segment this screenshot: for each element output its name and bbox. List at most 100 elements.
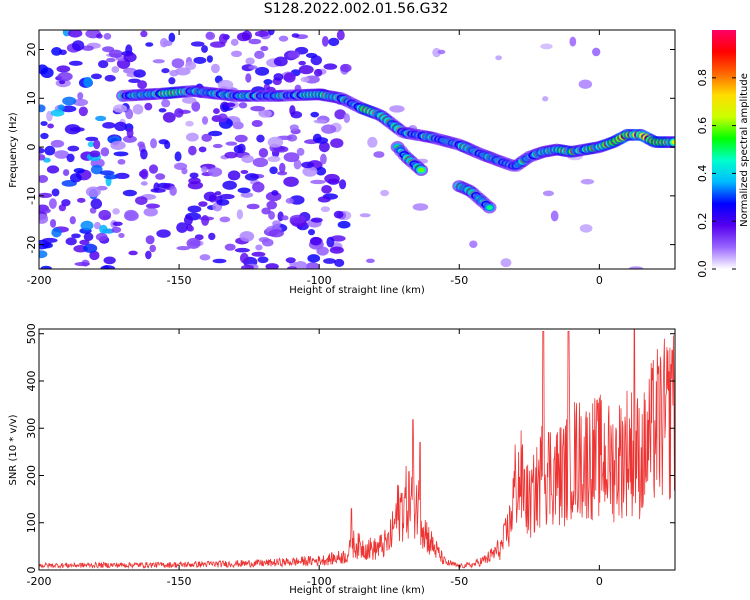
- noise-speckle: [289, 105, 296, 116]
- noise-speckle: [72, 98, 89, 107]
- noise-speckle: [102, 122, 116, 129]
- noise-speckle: [73, 167, 85, 174]
- noise-speckle: [219, 193, 235, 200]
- noise-speckle: [542, 96, 549, 102]
- noise-speckle: [44, 145, 56, 156]
- noise-speckle: [321, 185, 332, 194]
- noise-speckle: [323, 63, 338, 70]
- noise-speckle: [89, 150, 101, 158]
- y-tick-label: 300: [25, 418, 38, 439]
- noise-speckle: [85, 136, 99, 142]
- snr-panel: -200 -150 -100 -50 0 500 400 300 200 100 0 Height…: [8, 323, 676, 596]
- noise-speckle: [103, 32, 112, 40]
- noise-speckle: [223, 102, 236, 107]
- noise-speckle: [291, 33, 300, 38]
- noise-speckle: [137, 80, 148, 89]
- noise-speckle: [185, 120, 194, 127]
- noise-speckle: [305, 262, 320, 269]
- noise-speckle: [69, 216, 76, 225]
- noise-speckle: [198, 201, 208, 207]
- noise-speckle: [128, 78, 141, 83]
- noise-speckle: [214, 191, 222, 196]
- noise-speckle: [261, 207, 271, 215]
- noise-speckle: [245, 73, 252, 83]
- noise-speckle: [244, 173, 259, 181]
- x-tick-label: -150: [167, 575, 192, 588]
- noise-speckle: [217, 79, 234, 91]
- noise-speckle: [238, 102, 248, 109]
- noise-speckle: [212, 258, 227, 264]
- noise-speckle: [308, 229, 315, 236]
- noise-speckle: [185, 132, 199, 142]
- spectrogram-heatmap: [39, 30, 675, 269]
- noise-speckle: [254, 30, 269, 37]
- x-tick-label: -100: [307, 274, 332, 287]
- snr-y-axis: 500 400 300 200 100 0: [25, 323, 675, 574]
- noise-speckle: [246, 203, 260, 210]
- noise-speckle: [189, 172, 199, 179]
- noise-speckle: [628, 266, 644, 269]
- noise-speckle: [123, 52, 137, 63]
- noise-speckle: [302, 166, 318, 177]
- noise-speckle: [298, 60, 306, 66]
- noise-speckle: [168, 32, 176, 43]
- noise-speckle: [569, 36, 577, 47]
- noise-speckle: [340, 63, 352, 73]
- noise-speckle: [366, 258, 375, 264]
- noise-speckle: [106, 57, 116, 63]
- noise-speckle: [56, 65, 71, 73]
- noise-speckle: [279, 162, 286, 174]
- colorbar-tick-label: 0.8: [696, 69, 709, 87]
- noise-speckle: [39, 64, 49, 75]
- noise-speckle: [171, 58, 185, 69]
- noise-speckle: [46, 165, 60, 174]
- noise-speckle: [201, 133, 212, 142]
- noise-speckle: [337, 220, 351, 229]
- noise-speckle: [156, 229, 171, 238]
- noise-speckle: [251, 251, 266, 257]
- noise-speckle: [113, 151, 129, 157]
- noise-speckle: [122, 189, 137, 197]
- x-tick-label: -200: [27, 274, 52, 287]
- y-tick-label: 20: [25, 43, 38, 57]
- noise-speckle: [268, 229, 284, 238]
- noise-speckle: [289, 195, 305, 205]
- noise-speckle: [309, 236, 322, 246]
- noise-speckle: [83, 243, 98, 253]
- noise-speckle: [283, 176, 299, 187]
- noise-speckle: [39, 174, 49, 183]
- noise-speckle: [112, 208, 120, 215]
- noise-speckle: [57, 104, 65, 111]
- y-tick-label: 0: [25, 567, 38, 574]
- noise-speckle: [110, 140, 126, 151]
- noise-speckle: [298, 65, 314, 75]
- noise-speckle: [212, 143, 223, 149]
- noise-speckle: [145, 42, 154, 47]
- colorbar-label: Normalized spectral amplitude: [739, 73, 750, 227]
- snr-series: [39, 329, 675, 570]
- y-tick-label: 100: [25, 512, 38, 533]
- y-tick-label: 200: [25, 465, 38, 486]
- noise-speckle: [252, 181, 265, 193]
- noise-speckle: [114, 172, 130, 180]
- noise-speckle: [188, 145, 197, 156]
- x-tick-label: -50: [450, 274, 468, 287]
- noise-speckle: [93, 221, 101, 230]
- noise-speckle: [69, 173, 82, 183]
- noise-speckle: [158, 139, 169, 145]
- noise-speckle: [76, 197, 86, 203]
- noise-speckle: [239, 231, 255, 242]
- noise-speckle: [224, 151, 238, 159]
- noise-speckle: [62, 169, 70, 177]
- noise-speckle: [191, 101, 201, 112]
- ridge-core: [671, 139, 675, 145]
- noise-speckle: [258, 109, 272, 118]
- noise-speckle: [90, 198, 103, 210]
- noise-speckle: [113, 104, 128, 113]
- colorbar-tick-label: 0.4: [696, 165, 709, 183]
- noise-speckle: [330, 235, 346, 242]
- noise-speckle: [260, 45, 269, 52]
- noise-speckle: [158, 108, 167, 113]
- x-tick-label: -150: [167, 274, 192, 287]
- snr-x-axis-title: Height of straight line (km): [289, 585, 425, 596]
